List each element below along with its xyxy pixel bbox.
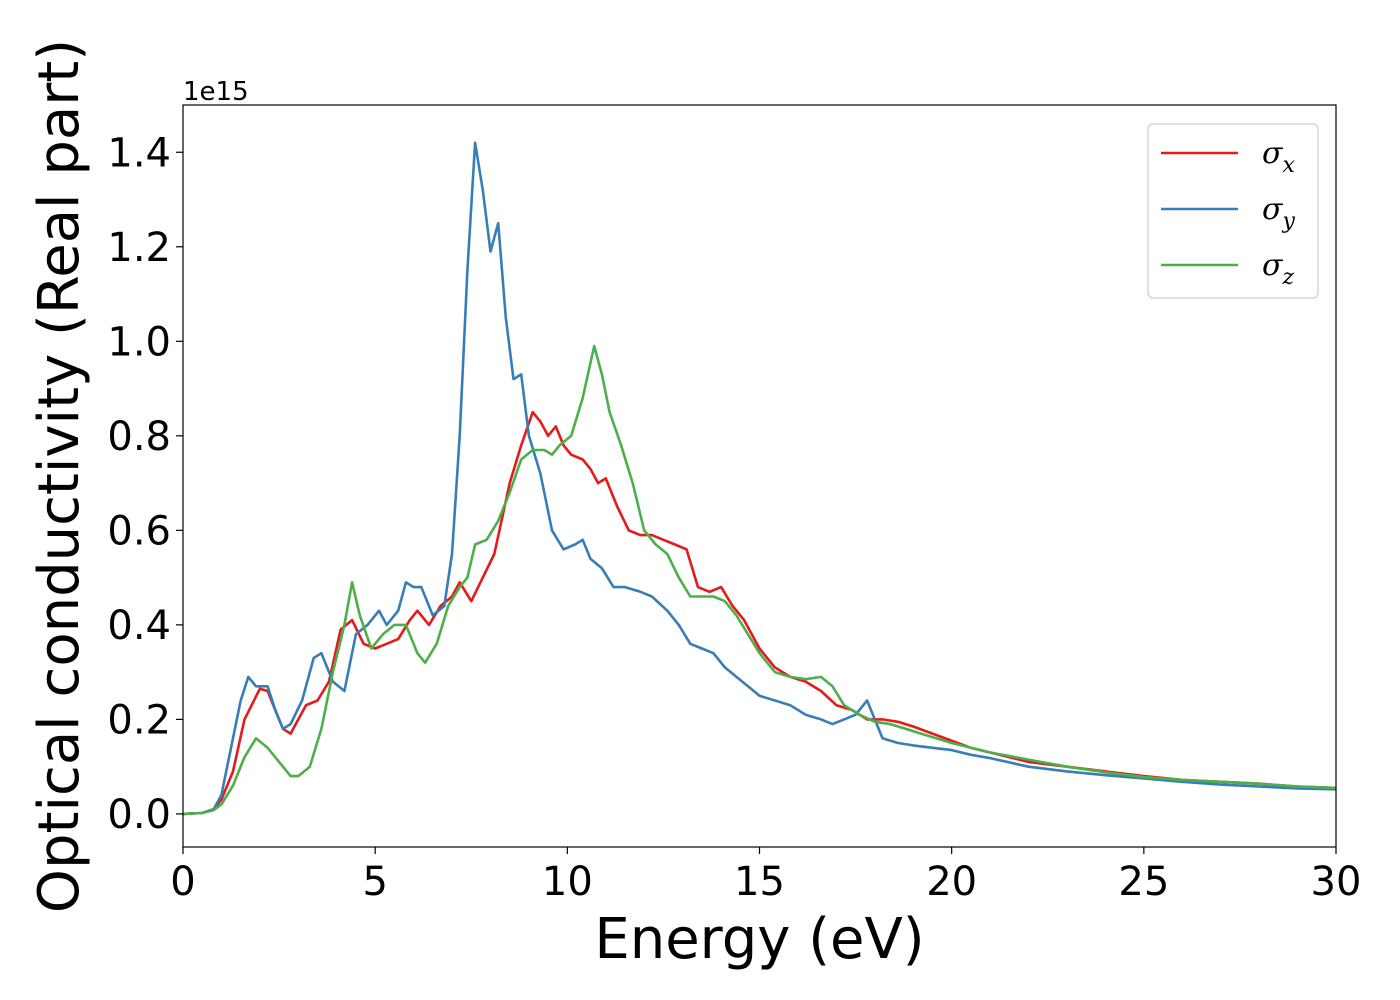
legend-label-z: σz	[1262, 248, 1294, 290]
y-tick-label: 1.0	[107, 319, 171, 365]
legend-label-subscript: x	[1282, 153, 1295, 178]
y-offset-label: 1e15	[183, 77, 249, 107]
y-tick-label: 0.8	[107, 414, 171, 460]
x-axis: 0 5 10 15 20 25 30	[170, 847, 1361, 905]
plot-area	[182, 104, 1337, 848]
y-tick-label: 0.0	[107, 792, 171, 838]
x-tick-label: 15	[734, 859, 785, 905]
series-line-z	[182, 344, 1337, 816]
y-axis-title: Optical conductivity (Real part)	[27, 39, 92, 913]
x-tick-label: 10	[542, 859, 593, 905]
x-tick-label: 0	[170, 859, 195, 905]
series-group	[182, 141, 1337, 816]
y-tick-label: 0.6	[107, 508, 171, 554]
y-tick-label: 0.2	[107, 697, 171, 743]
x-tick-label: 5	[362, 859, 387, 905]
x-tick-label: 30	[1311, 859, 1362, 905]
legend-label-base: σ	[1262, 192, 1284, 227]
y-tick-label: 1.4	[107, 130, 171, 176]
series-line-y	[182, 141, 1337, 816]
legend-label-y: σy	[1262, 192, 1295, 234]
legend-label-base: σ	[1262, 136, 1284, 171]
legend-label-x: σx	[1262, 136, 1295, 178]
y-tick-label: 0.4	[107, 603, 171, 649]
legend-label-subscript: z	[1281, 265, 1294, 290]
legend-label-subscript: y	[1281, 209, 1295, 234]
series-line-x	[182, 410, 1337, 816]
x-tick-label: 25	[1118, 859, 1169, 905]
legend-box	[1147, 123, 1319, 299]
x-axis-title: Energy (eV)	[594, 907, 924, 972]
x-tick-label: 20	[926, 859, 977, 905]
y-tick-label: 1.2	[107, 225, 171, 271]
plot-background	[183, 105, 1336, 847]
legend-label-base: σ	[1262, 248, 1284, 283]
y-axis: 0.0 0.2 0.4 0.6 0.8 1.0 1.2 1.4	[107, 130, 183, 838]
